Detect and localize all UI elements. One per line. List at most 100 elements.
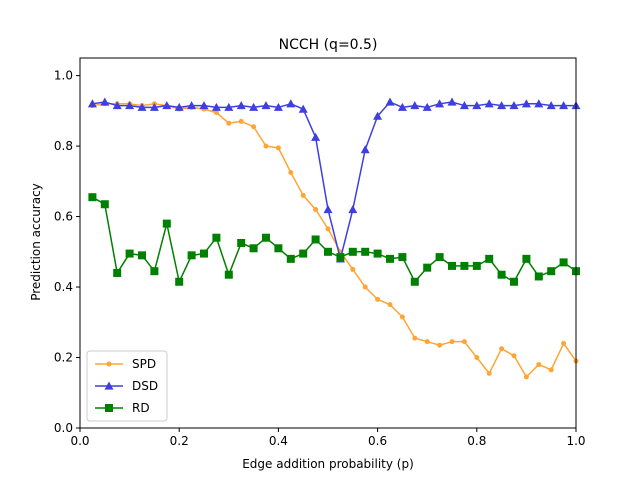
series-spd-point — [424, 339, 430, 345]
series-spd-point — [511, 353, 517, 359]
series-rd-point — [162, 219, 171, 228]
series-dsd-point — [112, 101, 122, 110]
series-rd-point — [224, 270, 233, 279]
series-dsd-point — [521, 99, 531, 108]
y-axis-label: Prediction accuracy — [29, 183, 43, 301]
series-dsd-point — [286, 99, 296, 108]
series-rd-line — [92, 196, 577, 283]
x-tick-label: 0.2 — [170, 434, 189, 448]
series-dsd-point — [87, 99, 97, 108]
series-rd-point — [150, 267, 159, 276]
x-tick-label: 0.6 — [368, 434, 387, 448]
series-dsd-point — [546, 101, 556, 110]
legend-marker-spd — [106, 361, 112, 367]
series-dsd-point — [497, 101, 507, 110]
series-dsd-point — [162, 101, 172, 110]
series-rd-point — [100, 200, 109, 209]
series-rd-point — [423, 263, 432, 272]
y-tick-label: 1.0 — [54, 69, 73, 83]
plot-series — [87, 97, 581, 380]
legend-marker-rd — [105, 404, 113, 412]
series-rd-point — [125, 249, 134, 258]
series-spd-point — [362, 284, 368, 290]
legend-label-rd: RD — [132, 401, 150, 415]
series-rd-point — [311, 235, 320, 244]
series-rd-point — [410, 277, 419, 286]
legend: SPD DSD RD — [86, 350, 168, 422]
series-rd-point — [522, 254, 531, 263]
y-tick-label: 0.0 — [54, 421, 73, 435]
legend-marker-dsd — [104, 381, 114, 390]
series-spd-point — [350, 266, 356, 272]
series-dsd-point — [385, 97, 395, 106]
series-dsd-point — [397, 102, 407, 111]
series-dsd-point — [311, 132, 321, 141]
series-rd-point — [510, 277, 518, 286]
series-dsd-point — [323, 205, 333, 214]
x-axis-label: Edge addition probability (p) — [242, 457, 414, 471]
series-spd-point — [288, 170, 294, 176]
series-dsd-point — [174, 102, 184, 111]
series-dsd-point — [224, 102, 234, 111]
series-spd-point — [251, 124, 257, 130]
x-tick-label: 0.4 — [269, 434, 288, 448]
series-dsd-point — [534, 99, 544, 108]
series-rd-point — [348, 247, 357, 256]
series-dsd-point — [298, 104, 308, 113]
series-rd-point — [460, 261, 469, 270]
series-rd-point — [286, 254, 295, 263]
series-spd-point — [213, 110, 219, 116]
y-tick-label: 0.8 — [54, 139, 73, 153]
series-rd-point — [472, 261, 481, 270]
series-spd-point — [499, 346, 505, 352]
series-spd-point — [548, 367, 554, 373]
series-dsd — [87, 97, 581, 263]
series-rd-point — [249, 244, 258, 253]
series-rd-point — [435, 253, 444, 262]
series-dsd-point — [435, 99, 445, 108]
series-spd-point — [399, 314, 405, 320]
x-tick-label: 1.0 — [566, 434, 585, 448]
legend-label-spd: SPD — [132, 357, 156, 371]
series-rd-point — [534, 272, 543, 281]
series-spd-point — [523, 374, 529, 380]
plot-frame — [79, 57, 577, 429]
series-dsd-point — [447, 97, 457, 106]
series-dsd-point — [261, 101, 271, 110]
series-spd-point — [561, 340, 567, 346]
series-dsd-point — [149, 102, 159, 111]
legend-box — [86, 350, 168, 422]
series-rd-point — [200, 249, 208, 258]
series-rd-point — [448, 261, 456, 270]
series-rd-point — [138, 251, 146, 260]
series-dsd-point — [211, 102, 221, 111]
series-rd-point — [212, 233, 221, 242]
series-dsd-point — [249, 102, 259, 111]
series-dsd-point — [509, 101, 519, 110]
series-rd-point — [262, 233, 270, 242]
series-dsd-point — [472, 101, 482, 110]
series-dsd-point — [199, 101, 209, 110]
series-dsd-point — [137, 102, 147, 111]
series-dsd-point — [373, 111, 383, 120]
series-spd-point — [325, 226, 331, 232]
series-rd — [88, 193, 580, 286]
x-tick-label: 0.8 — [467, 434, 486, 448]
series-rd-point — [336, 253, 345, 262]
series-spd-point — [375, 296, 381, 302]
series-dsd-point — [125, 101, 135, 110]
series-rd-point — [113, 268, 122, 277]
series-spd-point — [238, 118, 244, 124]
series-rd-point — [237, 239, 246, 247]
series-spd-line — [92, 103, 577, 378]
series-rd-point — [497, 270, 506, 279]
series-spd-point — [226, 120, 232, 126]
series-spd-point — [412, 335, 418, 341]
series-rd-point — [485, 254, 494, 263]
series-spd-point — [486, 370, 492, 376]
series-spd-point — [313, 207, 319, 213]
series-spd-point — [461, 339, 467, 345]
series-rd-point — [324, 247, 332, 256]
series-rd-point — [398, 253, 407, 262]
